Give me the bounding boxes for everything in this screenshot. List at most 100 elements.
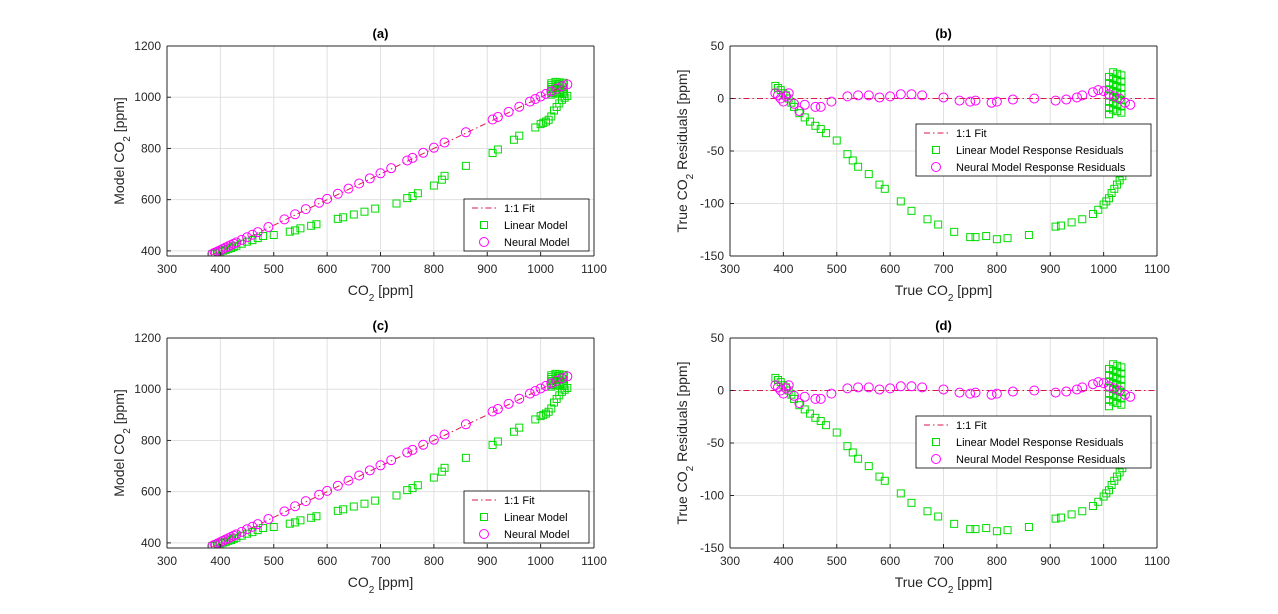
neural-point (853, 382, 864, 393)
neural-point (799, 99, 810, 110)
neural-point (842, 91, 853, 102)
neural-point (503, 398, 514, 409)
linear-point (1078, 507, 1087, 516)
x-tick-label: 1100 (581, 554, 607, 568)
linear-point (795, 401, 804, 410)
neural-point (770, 380, 781, 391)
linear-point (440, 171, 449, 180)
legend-box (915, 123, 1152, 177)
x-tick-label: 800 (424, 554, 444, 568)
neural-point (775, 385, 786, 396)
neural-point (402, 447, 413, 458)
neural-point (826, 96, 837, 107)
linear-point (1067, 218, 1076, 227)
linear-point (800, 113, 809, 122)
linear-cluster-point (551, 87, 560, 96)
linear-point (1088, 502, 1097, 510)
neural-point (895, 381, 906, 392)
neural-point (906, 381, 917, 392)
panel-c: 300 400 500 600 700 800 900 1000 1100 400 600 800 10… (111, 318, 607, 596)
data-layer (207, 77, 573, 256)
legend-label: Neural Model (504, 237, 569, 249)
panel-title: (d) (935, 318, 952, 333)
linear-point (243, 529, 252, 538)
x-tick-label: 500 (827, 262, 847, 276)
neural-point (503, 106, 514, 117)
neural-point (770, 88, 781, 99)
linear-point (806, 117, 815, 126)
y-tick-label: 600 (141, 485, 161, 499)
neural-point (247, 521, 258, 532)
linear-cluster-point (1109, 99, 1118, 108)
neural-point (218, 243, 229, 254)
linear-point (307, 221, 316, 230)
linear-point (1112, 180, 1121, 189)
linear-point (971, 233, 980, 242)
legend: 1:1 Fit Linear Model Neural Model (463, 198, 590, 252)
neural-point (231, 529, 242, 540)
linear-series (208, 91, 572, 256)
linear-point (864, 170, 873, 179)
neural-point (1103, 89, 1114, 100)
linear-point (408, 192, 417, 201)
legend-label: Neural Model Response Residuals (956, 454, 1126, 466)
linear-point (774, 376, 783, 384)
linear-point (1112, 472, 1121, 481)
linear-point (208, 249, 217, 256)
x-tick-label: 1000 (527, 262, 554, 276)
neural-point (1061, 386, 1072, 397)
y-tick-label: 1000 (134, 382, 161, 396)
neural-point (1087, 87, 1098, 98)
neural-point (783, 380, 794, 391)
neural-point (1098, 378, 1109, 389)
legend-label: Neural Model (504, 529, 569, 541)
neural-point (781, 383, 792, 394)
x-tick-label: 400 (773, 262, 793, 276)
linear-point (208, 541, 217, 548)
linear-point (515, 423, 524, 432)
legend-box (463, 490, 590, 544)
x-tick-label: 1100 (1144, 262, 1170, 276)
neural-point (826, 388, 837, 399)
neural-point (1109, 91, 1120, 102)
neural-point (492, 111, 503, 122)
legend: 1:1 Fit Linear Model Neural Model (463, 490, 590, 544)
neural-point (530, 386, 541, 397)
neural-point (1050, 387, 1061, 398)
legend-neural-swatch (931, 162, 941, 172)
neural-point (1093, 377, 1104, 388)
linear-point (822, 129, 831, 138)
neural-point (773, 90, 784, 101)
neural-point (775, 93, 786, 104)
linear-point (349, 502, 358, 511)
linear-point (371, 496, 380, 505)
neural-point (1029, 385, 1040, 396)
linear-point (371, 204, 380, 213)
x-tick-label: 900 (477, 554, 497, 568)
linear-point (832, 136, 841, 145)
neural-point (778, 96, 789, 107)
linear-point (392, 199, 401, 208)
neural-point (1125, 391, 1136, 402)
neural-point (986, 389, 997, 400)
legend-neural-swatch (479, 529, 489, 539)
neural-point (556, 373, 567, 384)
neural-point (300, 496, 311, 507)
neural-point (781, 91, 792, 102)
neural-point (220, 242, 231, 253)
linear-point (966, 233, 975, 242)
x-tick-label: 1100 (581, 262, 607, 276)
y-tick-label: 1200 (134, 39, 161, 53)
linear-point (934, 512, 943, 521)
x-tick-label: 300 (157, 554, 177, 568)
linear-cluster-point (1109, 68, 1118, 77)
linear-cluster-point (1113, 361, 1122, 370)
neural-point (938, 92, 949, 103)
y-tick-label: -150 (700, 249, 724, 263)
neural-point (789, 390, 800, 401)
linear-point (880, 476, 889, 485)
linear-point (307, 513, 316, 522)
neural-point (794, 106, 805, 117)
neural-point (562, 79, 573, 90)
linear-point (333, 506, 342, 515)
